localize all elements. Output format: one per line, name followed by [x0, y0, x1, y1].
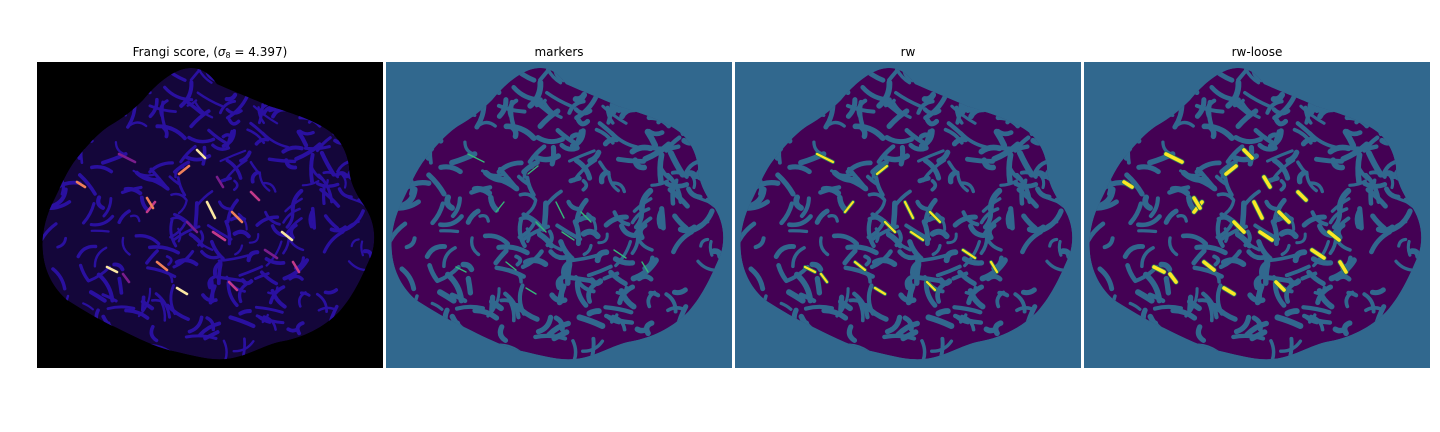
panel-title-frangi: Frangi score, (σ8 = 4.397)	[37, 45, 383, 60]
marker-seed	[555, 201, 565, 219]
frangi-hot-vessel	[177, 164, 191, 176]
rw-segment	[875, 164, 889, 176]
frangi-title-subscript: 8	[225, 51, 231, 60]
rw-segment	[961, 248, 977, 260]
panel-title-markers: markers	[534, 45, 584, 59]
marker-seed	[613, 249, 627, 259]
markers-image	[386, 62, 732, 368]
rw-segment	[1224, 164, 1238, 176]
rw-segment	[1202, 260, 1216, 272]
rw-segment	[1262, 175, 1272, 189]
rw-segment	[1164, 152, 1184, 164]
rw-segment	[1192, 196, 1202, 210]
frangi-vessels	[42, 67, 375, 360]
rw-segment	[1258, 230, 1274, 242]
marker-seed	[467, 153, 485, 163]
marker-seed	[505, 261, 517, 271]
rw-segment	[925, 280, 937, 292]
panel-title-rw: rw	[900, 45, 916, 59]
frangi-image	[37, 62, 383, 368]
frangi-image-panel	[37, 62, 383, 368]
frangi-hot-vessel	[175, 286, 189, 296]
marker-seed	[535, 221, 547, 233]
frangi-hot-vessel	[185, 220, 199, 234]
frangi-hot-vessel	[263, 248, 279, 260]
frangi-hot-vessel	[227, 280, 239, 292]
frangi-hot-vessel	[249, 190, 261, 202]
marker-seed	[641, 261, 649, 273]
rw-segment	[909, 230, 925, 242]
frangi-title-prefix: Frangi score, (	[132, 45, 218, 59]
rw-segment	[928, 210, 942, 224]
frangi-hot-vessel	[195, 148, 207, 160]
rw-segment	[1338, 260, 1348, 274]
frangi-hot-vessel	[215, 175, 225, 189]
frangi-hot-vessel	[291, 260, 301, 274]
frangi-title-suffix: = 4.397)	[230, 45, 288, 59]
frangi-hot-vessel	[205, 200, 217, 220]
rw-segment	[1168, 272, 1178, 284]
frangi-hot-vessel	[145, 196, 155, 210]
rw-segment	[1222, 286, 1236, 296]
rw-segment	[873, 286, 887, 296]
rw-segment	[1296, 190, 1308, 202]
rw-segment	[1277, 210, 1291, 224]
rw-segment	[1327, 230, 1341, 242]
panel-title-rw-loose: rw-loose	[1231, 45, 1283, 59]
label-tissue	[740, 67, 1073, 360]
rw-segment	[1122, 180, 1134, 189]
rw-segment	[815, 152, 835, 164]
frangi-hot-vessel	[75, 180, 87, 189]
rw-segment	[819, 272, 829, 284]
rw-segment	[1274, 280, 1286, 292]
rw-segment	[853, 260, 867, 272]
rw-loose-image	[1084, 62, 1430, 368]
rw-segment	[1252, 200, 1264, 220]
rw-segment	[903, 200, 915, 220]
rw-segment	[883, 220, 897, 234]
marker-seed	[455, 266, 467, 273]
rw-segment	[989, 260, 999, 274]
rw-segment	[1242, 148, 1254, 160]
rw-image	[735, 62, 1081, 368]
label-tissue	[1089, 67, 1422, 360]
rw-segment	[1310, 248, 1326, 260]
frangi-title-symbol: σ	[217, 45, 226, 59]
frangi-hot-vessel	[230, 210, 244, 224]
rw-segment	[1232, 220, 1246, 234]
rw-segment	[803, 265, 817, 274]
frangi-hot-vessel	[105, 265, 119, 274]
frangi-hot-vessel	[155, 260, 169, 272]
frangi-hot-vessel	[121, 272, 131, 284]
marker-seed	[525, 287, 537, 295]
marker-seed	[495, 201, 505, 213]
frangi-hot-vessel	[211, 230, 227, 242]
rw-loose-image-panel	[1084, 62, 1430, 368]
frangi-hot-vessel	[280, 230, 294, 242]
frangi-hot-vessel	[117, 152, 137, 164]
rw-segment	[843, 200, 855, 214]
marker-seed	[561, 231, 575, 241]
marker-seed	[580, 211, 592, 223]
markers-image-panel	[386, 62, 732, 368]
marker-seed	[527, 165, 539, 175]
rw-image-panel	[735, 62, 1081, 368]
rw-segment	[1152, 265, 1166, 274]
